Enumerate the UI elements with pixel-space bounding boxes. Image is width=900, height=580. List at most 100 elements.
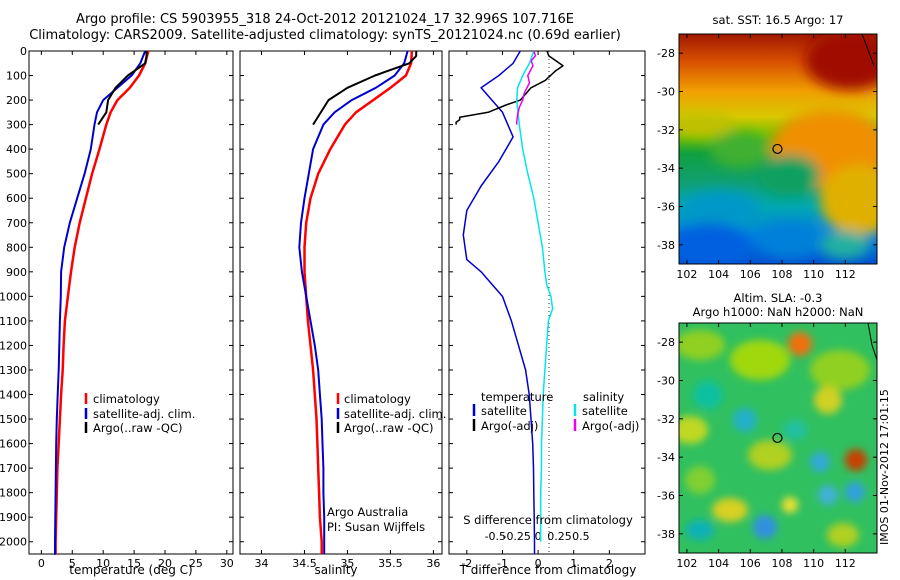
- lon-tick-label: 106: [740, 557, 761, 570]
- series-line-argo-adj-: [515, 50, 537, 125]
- x-tick-label: 0: [535, 557, 542, 570]
- lon-tick-label: 106: [740, 268, 761, 281]
- series-line-satellite-adj-clim-: [298, 50, 409, 554]
- lat-tick-label: -32: [657, 413, 675, 426]
- x-tick-label: 2: [606, 557, 613, 570]
- lon-tick-label: 108: [771, 557, 792, 570]
- y-tick-label: 400: [6, 143, 27, 156]
- imos-timestamp: IMOS 01-Nov-2012 17:01:15: [878, 389, 891, 545]
- sla-field: [679, 323, 877, 553]
- sla-map-frame: [678, 322, 878, 554]
- salinity-difference-ticks: -0.5-0.25 0 0.25 0.5: [485, 530, 590, 543]
- lat-tick-label: -28: [657, 336, 675, 349]
- series-line-satellite: [462, 50, 536, 554]
- y-tick-label: 1900: [0, 511, 27, 524]
- temperature-legend: climatology satellite-adj. clim. Argo(..…: [84, 392, 195, 435]
- temperature-axes: [28, 50, 234, 555]
- x-tick-label: 0: [38, 557, 45, 570]
- y-tick-label: 1000: [0, 290, 27, 303]
- legend-label-satellite: satellite-adj. clim.: [344, 407, 446, 421]
- lon-tick-label: 112: [835, 557, 856, 570]
- difference-panel: -2 -1 0 1 2 -0.5-0.25 0 0.25 0.5 S difference f…: [448, 50, 646, 577]
- temperature-xlabel: temperature (deg C): [69, 563, 192, 577]
- y-tick-label: 1600: [0, 438, 27, 451]
- lon-tick-label: 104: [708, 268, 729, 281]
- x-tick-label: 34: [254, 557, 268, 570]
- temperature-panel: 0100200300400500600700800900100011001200…: [0, 45, 234, 577]
- s-tick-label: -0.25: [502, 530, 530, 543]
- y-tick-label: 1700: [0, 462, 27, 475]
- salinity-x-axis: 34 34.5 35 35.5 36: [254, 51, 440, 570]
- y-tick-label: 2000: [0, 536, 27, 549]
- legend-label-s-satellite: satellite: [582, 404, 628, 418]
- x-tick-label: 35.5: [378, 557, 403, 570]
- y-tick-label: 1800: [0, 487, 27, 500]
- x-tick-label: 34.5: [292, 557, 317, 570]
- sst-field: [679, 34, 877, 264]
- lon-tick-label: 102: [676, 268, 697, 281]
- lat-tick-label: -32: [657, 124, 675, 137]
- salinity-legend: climatology satellite-adj. clim. Argo(..…: [336, 392, 446, 435]
- difference-depth-ticks: [449, 50, 645, 543]
- x-tick-label: 1: [570, 557, 577, 570]
- s-tick-label: 0.25: [547, 530, 572, 543]
- salinity-series: [298, 50, 418, 554]
- temperature-x-axis: 0 5 10 15 20 25 30: [38, 51, 234, 570]
- legend-label-satellite: satellite-adj. clim.: [93, 407, 195, 421]
- figure-title-line-1: Argo profile: CS 5903955_318 24-Oct-2012…: [76, 12, 574, 27]
- depth-axis: 0 100 200 300 400 500 600 700 800 900 1000 1100 1200…: [0, 45, 233, 549]
- series-line-satellite: [515, 50, 554, 542]
- lon-tick-label: 110: [803, 268, 824, 281]
- sla-map-title-line-1: Altim. SLA: -0.3: [734, 291, 823, 305]
- s-tick-label: 0: [535, 530, 542, 543]
- y-tick-label: 1300: [0, 364, 27, 377]
- s-tick-label: -0.5: [485, 530, 506, 543]
- lon-tick-label: 102: [676, 557, 697, 570]
- x-tick-label: 5: [69, 557, 76, 570]
- salinity-axes: [239, 50, 443, 555]
- figure-title-line-2: Climatology: CARS2009. Satellite-adjuste…: [29, 28, 621, 43]
- y-tick-label: 700: [6, 217, 27, 230]
- legend-label-t-argo: Argo(-adj): [481, 419, 538, 433]
- lon-tick-label: 110: [803, 557, 824, 570]
- x-tick-label: -1: [497, 557, 508, 570]
- difference-series: [455, 50, 564, 554]
- temperature-series: [53, 50, 150, 555]
- lat-tick-label: -30: [657, 86, 675, 99]
- y-tick-label: 900: [6, 266, 27, 279]
- difference-x-axis: -2 -1 0 1 2: [461, 51, 613, 570]
- lat-tick-label: -36: [657, 201, 675, 214]
- lat-tick-label: -30: [657, 375, 675, 388]
- y-tick-label: 100: [6, 70, 27, 83]
- y-tick-label: 200: [6, 94, 27, 107]
- y-tick-label: 1100: [0, 315, 27, 328]
- difference-legend: temperature satellite Argo(-adj) salinit…: [472, 390, 639, 433]
- y-tick-label: 300: [6, 119, 27, 132]
- series-line-argo-raw-qc-: [312, 51, 418, 126]
- series-line-satellite-adj-clim-: [53, 50, 147, 555]
- y-tick-label: 1400: [0, 389, 27, 402]
- x-tick-label: 36: [426, 557, 440, 570]
- legend-label-climatology: climatology: [344, 392, 411, 406]
- lat-tick-label: -38: [657, 528, 675, 541]
- x-tick-label: 30: [220, 557, 234, 570]
- lon-tick-label: 108: [771, 268, 792, 281]
- salinity-depth-ticks: [240, 50, 442, 543]
- legend-heading-temperature: temperature: [481, 390, 553, 404]
- sst-lon-axis: 102 104 106 108 110 112: [676, 34, 856, 281]
- legend-label-climatology: climatology: [93, 392, 160, 406]
- series-line-climatology: [54, 50, 150, 554]
- x-tick-label: 10: [96, 557, 110, 570]
- salinity-panel: 34 34.5 35 35.5 36 salinity climatology sate…: [239, 50, 446, 577]
- lat-tick-label: -34: [657, 451, 675, 464]
- lon-tick-label: 112: [835, 268, 856, 281]
- x-tick-label: 35: [340, 557, 354, 570]
- legend-label-t-satellite: satellite: [481, 404, 527, 418]
- sla-lat-axis: -28 -30 -32 -34 -36 -38: [657, 336, 877, 541]
- sla-lon-axis: 102 104 106 108 110 112: [676, 323, 856, 570]
- sst-map-panel: sat. SST: 16.5 Argo: 17 102 104 106 108 110 1…: [657, 13, 878, 281]
- series-line-argo-raw-qc-: [97, 51, 148, 126]
- y-tick-label: 600: [6, 192, 27, 205]
- y-tick-label: 500: [6, 168, 27, 181]
